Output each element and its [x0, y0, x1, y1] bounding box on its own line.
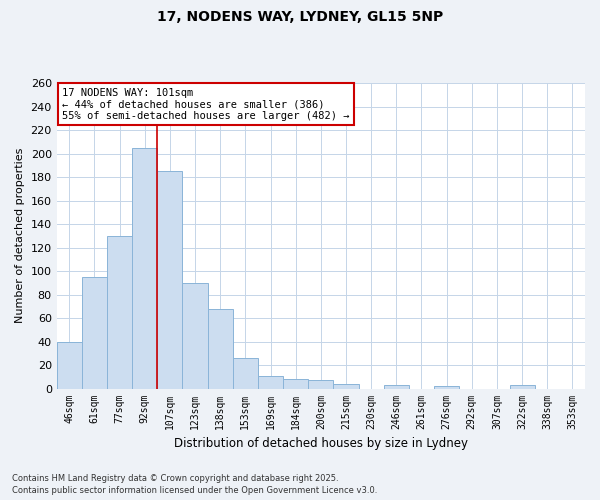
Bar [182, 283, 208, 389]
Text: Contains HM Land Registry data © Crown copyright and database right 2025.
Contai: Contains HM Land Registry data © Crown c… [12, 474, 377, 495]
X-axis label: Distribution of detached houses by size in Lydney: Distribution of detached houses by size … [174, 437, 468, 450]
Bar [509, 385, 535, 388]
Text: 17 NODENS WAY: 101sqm
← 44% of detached houses are smaller (386)
55% of semi-det: 17 NODENS WAY: 101sqm ← 44% of detached … [62, 88, 349, 121]
Bar [56, 342, 82, 388]
Title: Size of property relative to detached houses in Lydney: Size of property relative to detached ho… [0, 499, 1, 500]
Bar [258, 376, 283, 388]
Bar [334, 384, 359, 388]
Bar [233, 358, 258, 388]
Bar [157, 171, 182, 388]
Bar [434, 386, 459, 388]
Bar [132, 148, 157, 388]
Bar [283, 379, 308, 388]
Y-axis label: Number of detached properties: Number of detached properties [15, 148, 25, 324]
Bar [82, 277, 107, 388]
Text: 17, NODENS WAY, LYDNEY, GL15 5NP: 17, NODENS WAY, LYDNEY, GL15 5NP [157, 10, 443, 24]
Bar [107, 236, 132, 388]
Bar [308, 380, 334, 388]
Bar [384, 385, 409, 388]
Bar [208, 308, 233, 388]
